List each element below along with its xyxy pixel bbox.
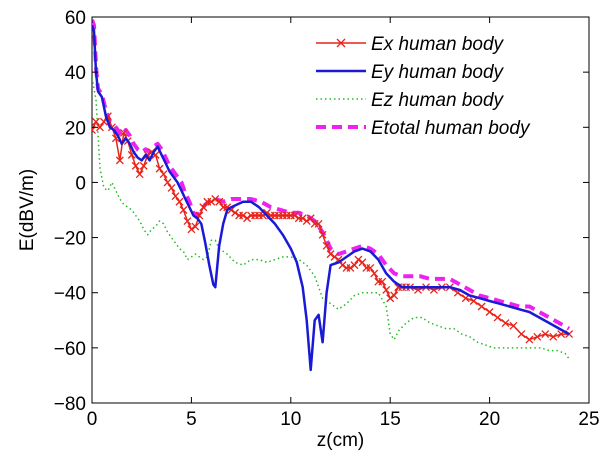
data-point-marker: [135, 170, 144, 179]
data-point-marker: [155, 164, 164, 173]
legend-item: Ex human body: [316, 34, 505, 55]
data-point-marker: [115, 156, 124, 165]
legend: Ex human body Ey human body Ez human body E…: [316, 34, 531, 139]
data-point-marker: [131, 161, 140, 170]
data-point-marker: [386, 294, 395, 303]
data-point-marker: [509, 321, 518, 330]
data-point-marker: [326, 250, 335, 259]
data-point-marker: [215, 197, 224, 206]
data-point-marker: [525, 335, 534, 344]
axis-ticks: 0 5 10 15 20 25 −80 −60 −40 −20 0 20 40 60: [54, 8, 600, 430]
legend-item: Ez human body: [316, 90, 505, 111]
data-point-marker: [338, 261, 347, 270]
data-point-marker: [171, 192, 180, 201]
legend-item: Ey human body: [316, 62, 505, 83]
data-point-marker: [350, 261, 359, 270]
data-point-marker: [298, 214, 307, 223]
x-tick-label: 0: [87, 409, 98, 430]
data-point-marker: [95, 123, 104, 132]
x-tick-label: 15: [380, 409, 401, 430]
data-point-marker: [179, 206, 188, 214]
data-point-marker: [199, 203, 208, 212]
data-point-marker: [139, 161, 148, 170]
series-line: [92, 19, 571, 331]
y-tick-label: −40: [54, 284, 86, 305]
data-point-marker: [346, 263, 355, 272]
data-point-marker: [211, 195, 220, 203]
data-point-marker: [318, 230, 327, 239]
x-tick-label: 5: [186, 409, 197, 430]
data-point-marker: [358, 258, 367, 267]
data-point-marker: [370, 269, 379, 278]
legend-label: Etotal human body: [371, 118, 531, 139]
data-point-marker: [493, 313, 502, 322]
y-axis-label: E(dBV/m): [17, 169, 38, 251]
data-point-marker: [302, 217, 311, 225]
series-layer: [92, 19, 574, 372]
data-point-marker: [175, 197, 184, 206]
series-4: [92, 19, 571, 331]
data-point-marker: [477, 302, 486, 311]
series-line: [92, 77, 570, 360]
y-tick-label: −60: [54, 339, 86, 360]
data-point-marker: [239, 211, 248, 220]
series-line: [92, 115, 570, 341]
data-point-marker: [167, 183, 176, 192]
data-point-marker: [378, 277, 387, 286]
data-point-marker: [92, 117, 100, 126]
data-point-marker: [517, 330, 526, 339]
data-point-marker: [183, 217, 192, 225]
data-point-marker: [366, 263, 375, 272]
y-tick-label: −20: [54, 229, 86, 250]
data-point-marker: [306, 214, 315, 223]
y-tick-label: 0: [75, 173, 86, 194]
y-tick-label: 40: [65, 63, 86, 84]
data-point-marker: [501, 319, 510, 328]
data-point-marker: [469, 297, 478, 305]
data-point-marker: [354, 255, 363, 264]
data-point-marker: [541, 330, 550, 339]
data-point-marker: [549, 332, 558, 341]
y-tick-label: 20: [65, 118, 86, 139]
data-point-marker: [243, 214, 252, 223]
data-point-marker: [330, 252, 339, 261]
x-tick-label: 25: [578, 409, 599, 430]
series-line: [92, 24, 570, 372]
data-point-marker: [390, 291, 399, 300]
data-point-marker: [322, 241, 331, 250]
legend-label: Ez human body: [371, 90, 505, 111]
data-point-marker: [382, 285, 391, 294]
legend-item: Etotal human body: [316, 118, 531, 139]
data-point-marker: [191, 222, 200, 231]
data-point-marker: [314, 219, 323, 228]
legend-marker: [336, 38, 346, 48]
data-point-marker: [119, 128, 128, 137]
data-point-marker: [533, 332, 542, 341]
data-point-marker: [290, 211, 299, 220]
data-point-marker: [485, 308, 494, 316]
legend-label: Ex human body: [371, 34, 505, 55]
data-point-marker: [163, 178, 172, 187]
y-tick-label: −80: [54, 394, 86, 415]
x-axis-label: z(cm): [317, 430, 364, 451]
data-point-marker: [207, 197, 216, 206]
x-tick-label: 10: [280, 409, 301, 430]
data-point-marker: [231, 208, 240, 217]
x-tick-label: 20: [479, 409, 500, 430]
data-point-marker: [187, 225, 196, 234]
series-3: [92, 77, 570, 360]
series-2: [92, 24, 570, 372]
plot-area-frame: [91, 16, 590, 404]
legend-label: Ey human body: [371, 62, 505, 83]
data-point-marker: [262, 208, 271, 217]
y-tick-label: 60: [65, 8, 86, 29]
data-point-marker: [159, 170, 168, 179]
